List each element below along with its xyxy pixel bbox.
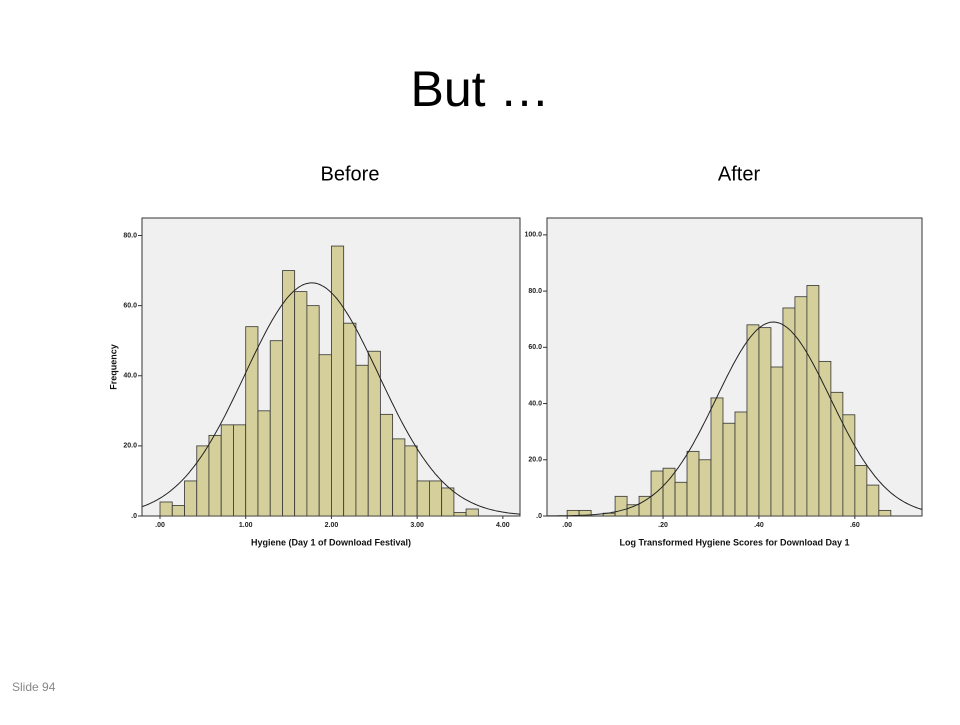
bar xyxy=(866,484,880,517)
bar xyxy=(379,413,394,517)
y-tick-label: .0 xyxy=(131,513,137,520)
slide-number: Slide 94 xyxy=(12,680,56,694)
x-axis-label: Hygiene (Day 1 of Download Festival) xyxy=(251,537,411,547)
bar xyxy=(614,495,628,517)
bar xyxy=(233,424,247,517)
bar xyxy=(818,360,832,517)
bar xyxy=(722,422,736,517)
bar xyxy=(746,324,760,517)
bar xyxy=(734,411,748,517)
y-tick-label: 20.0 xyxy=(123,443,137,450)
bar xyxy=(758,327,772,517)
bar xyxy=(416,480,430,517)
y-tick-label: .0 xyxy=(536,513,542,520)
x-tick-label: .00 xyxy=(562,522,572,529)
bar xyxy=(306,305,320,517)
x-axis-label: Log Transformed Hygiene Scores for Downl… xyxy=(619,537,849,547)
bar xyxy=(794,296,808,517)
bar xyxy=(441,487,455,517)
slide-title: But … xyxy=(411,61,550,117)
bar xyxy=(159,501,173,517)
bar xyxy=(404,445,418,517)
x-tick-label: 1.00 xyxy=(239,522,253,529)
bar xyxy=(196,445,210,517)
bar xyxy=(171,505,185,517)
bar xyxy=(245,326,259,517)
bar xyxy=(686,450,700,517)
x-tick-label: .20 xyxy=(658,522,668,529)
bar xyxy=(367,350,381,517)
bar xyxy=(465,508,479,517)
x-tick-label: .40 xyxy=(754,522,764,529)
x-tick-label: .60 xyxy=(850,522,860,529)
bar xyxy=(770,366,784,517)
bar xyxy=(184,480,198,517)
x-tick-label: 2.00 xyxy=(325,522,339,529)
normal-curve xyxy=(141,282,521,515)
bar xyxy=(355,364,369,517)
bar xyxy=(453,512,467,517)
bar xyxy=(282,270,296,517)
bar xyxy=(650,470,664,517)
bar xyxy=(331,245,345,517)
y-axis-label: Frequency xyxy=(108,344,118,390)
bar xyxy=(638,495,652,517)
panel-title: Before xyxy=(321,163,380,185)
bar xyxy=(257,410,271,517)
bar xyxy=(662,467,676,517)
x-tick-label: 4.00 xyxy=(496,522,510,529)
bar xyxy=(854,464,868,517)
x-tick-label: .00 xyxy=(155,522,165,529)
bar xyxy=(343,322,357,517)
bar xyxy=(208,434,222,517)
normal-curve xyxy=(547,321,923,517)
bar xyxy=(578,509,592,517)
bar xyxy=(294,291,308,517)
y-tick-label: 80.0 xyxy=(123,232,137,239)
y-tick-label: 100.0 xyxy=(524,232,542,239)
bar xyxy=(674,481,688,517)
y-tick-label: 40.0 xyxy=(528,400,542,407)
x-tick-label: 3.00 xyxy=(410,522,424,529)
y-tick-label: 40.0 xyxy=(123,373,137,380)
bar xyxy=(806,285,820,517)
y-tick-label: 80.0 xyxy=(528,288,542,295)
bar xyxy=(842,414,856,517)
y-tick-label: 20.0 xyxy=(528,457,542,464)
bar xyxy=(220,424,234,517)
bar xyxy=(318,354,332,517)
y-tick-label: 60.0 xyxy=(123,302,137,309)
bar xyxy=(428,480,443,517)
bar xyxy=(878,509,892,517)
bar xyxy=(698,459,712,517)
bar xyxy=(392,438,406,517)
bar xyxy=(269,340,283,517)
panel-title: After xyxy=(718,163,761,185)
bar xyxy=(710,397,724,517)
y-tick-label: 60.0 xyxy=(528,344,542,351)
bar xyxy=(782,307,796,517)
